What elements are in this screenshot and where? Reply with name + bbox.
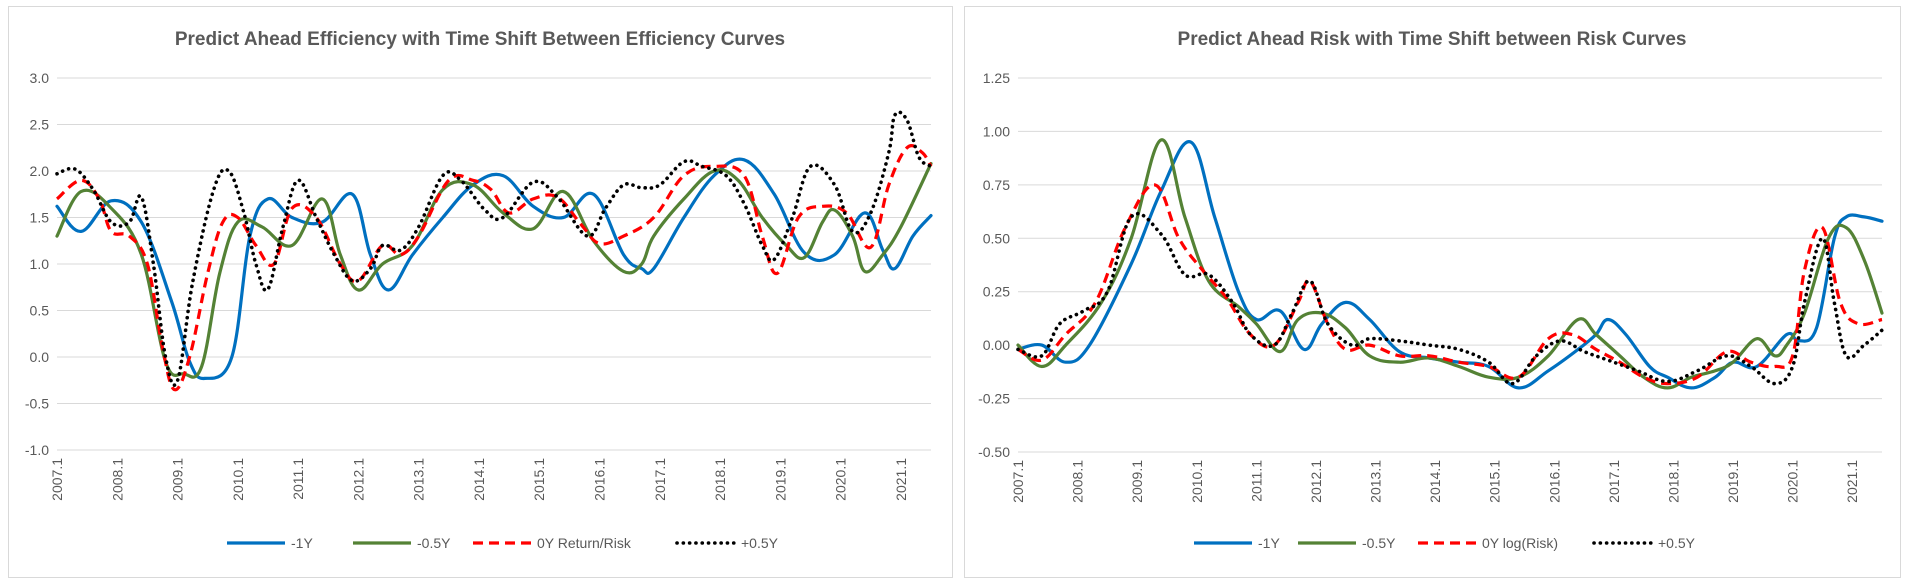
risk-x-tick-label: 2008.1 [1070, 460, 1086, 503]
efficiency-x-tick-label: 2017.1 [652, 458, 668, 501]
risk-x-tick-label: 2010.1 [1189, 460, 1205, 503]
efficiency-x-tick-label: 2020.1 [833, 458, 849, 501]
efficiency-x-tick-label: 2015.1 [531, 458, 547, 501]
efficiency-legend-label-2: 0Y Return/Risk [537, 535, 632, 551]
risk-x-tick-label: 2013.1 [1368, 460, 1384, 503]
risk-x-tick-label: 2014.1 [1427, 460, 1443, 503]
efficiency-chart-panel: Predict Ahead Efficiency with Time Shift… [8, 6, 953, 578]
risk-chart-title: Predict Ahead Risk with Time Shift betwe… [1178, 29, 1687, 50]
efficiency-y-tick-label: 1.0 [30, 256, 50, 272]
risk-y-tick-label: 0.00 [983, 337, 1010, 353]
efficiency-x-tick-label: 2010.1 [230, 458, 246, 501]
risk-y-tick-label: -0.25 [978, 391, 1010, 407]
efficiency-legend-label-1: -0.5Y [417, 535, 451, 551]
risk-legend-label-1: -0.5Y [1362, 535, 1396, 551]
risk-x-tick-label: 2020.1 [1785, 460, 1801, 503]
risk-y-tick-label: 0.50 [983, 230, 1010, 246]
risk-y-tick-label: 0.25 [983, 284, 1010, 300]
efficiency-series-line-2 [55, 143, 933, 392]
efficiency-series-line-1 [55, 162, 933, 379]
efficiency-x-tick-label: 2013.1 [411, 458, 427, 501]
efficiency-legend-label-3: +0.5Y [741, 535, 779, 551]
efficiency-x-tick-label: 2009.1 [170, 458, 186, 501]
efficiency-y-tick-label: 0.0 [30, 349, 50, 365]
efficiency-x-tick-label: 2007.1 [49, 458, 65, 501]
efficiency-y-tick-label: 0.5 [30, 303, 50, 319]
efficiency-x-tick-label: 2016.1 [591, 458, 607, 501]
efficiency-series-line-3 [55, 110, 933, 388]
efficiency-y-tick-label: 1.5 [30, 210, 50, 226]
efficiency-y-tick-label: -0.5 [25, 396, 49, 412]
risk-legend-label-3: +0.5Y [1658, 535, 1696, 551]
risk-legend-label-2: 0Y log(Risk) [1482, 535, 1558, 551]
risk-chart-panel: Predict Ahead Risk with Time Shift betwe… [964, 6, 1901, 578]
risk-series-line-2 [1017, 183, 1883, 386]
risk-legend-label-0: -1Y [1258, 535, 1280, 551]
risk-x-tick-label: 2017.1 [1606, 460, 1622, 503]
efficiency-x-tick-label: 2008.1 [109, 458, 125, 501]
efficiency-y-tick-label: 2.0 [30, 163, 50, 179]
efficiency-chart-title: Predict Ahead Efficiency with Time Shift… [175, 29, 785, 50]
efficiency-y-tick-label: -1.0 [25, 442, 49, 458]
risk-x-tick-label: 2019.1 [1725, 460, 1741, 503]
risk-x-tick-label: 2015.1 [1487, 460, 1503, 503]
efficiency-x-tick-label: 2014.1 [471, 458, 487, 501]
risk-y-tick-label: 1.25 [983, 70, 1010, 86]
efficiency-y-tick-label: 3.0 [30, 70, 50, 86]
risk-y-tick-label: 1.00 [983, 123, 1010, 139]
efficiency-x-tick-label: 2011.1 [290, 458, 306, 500]
efficiency-chart: Predict Ahead Efficiency with Time Shift… [25, 29, 933, 551]
efficiency-x-tick-label: 2012.1 [350, 458, 366, 501]
risk-x-tick-label: 2018.1 [1665, 460, 1681, 503]
risk-x-tick-label: 2021.1 [1844, 460, 1860, 503]
risk-x-tick-label: 2011.1 [1248, 460, 1264, 502]
risk-x-tick-label: 2016.1 [1546, 460, 1562, 503]
efficiency-x-tick-label: 2018.1 [712, 458, 728, 501]
efficiency-x-tick-label: 2021.1 [893, 458, 909, 501]
risk-series-line-3 [1016, 211, 1884, 386]
risk-y-tick-label: -0.50 [978, 444, 1010, 460]
efficiency-x-tick-label: 2019.1 [772, 458, 788, 501]
risk-x-tick-label: 2012.1 [1308, 460, 1324, 503]
efficiency-legend-label-0: -1Y [291, 535, 313, 551]
risk-series-line-1 [1016, 138, 1884, 390]
risk-chart: Predict Ahead Risk with Time Shift betwe… [978, 29, 1884, 551]
efficiency-y-tick-label: 2.5 [30, 117, 50, 133]
risk-x-tick-label: 2007.1 [1010, 460, 1026, 503]
risk-x-tick-label: 2009.1 [1129, 460, 1145, 503]
efficiency-series-line-0 [55, 157, 933, 381]
risk-y-tick-label: 0.75 [983, 177, 1010, 193]
